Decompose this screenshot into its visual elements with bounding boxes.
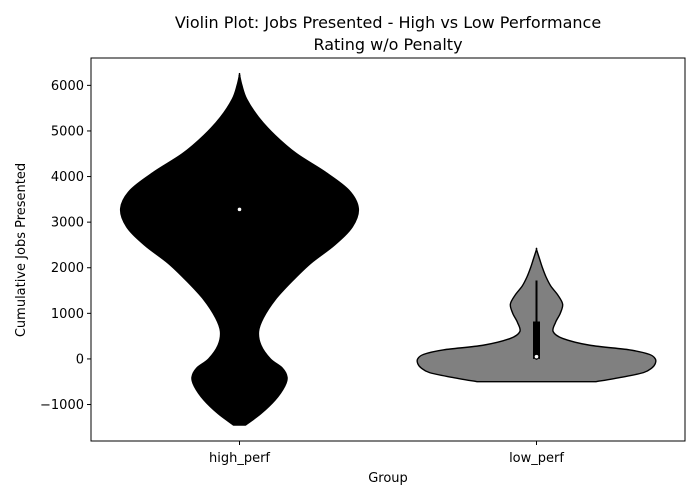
chart-title-line1: Violin Plot: Jobs Presented - High vs Lo… <box>175 13 601 32</box>
y-axis-label: Cumulative Jobs Presented <box>14 163 29 337</box>
y-tick-label: 3000 <box>51 216 84 231</box>
y-tick-label: 6000 <box>51 79 84 94</box>
chart-title-line2: Rating w/o Penalty <box>313 35 462 54</box>
violin-low_perf <box>416 247 657 383</box>
y-tick-label: 5000 <box>51 124 84 139</box>
y-axis: −1000 0 1000 2000 3000 4000 5000 6000 <box>40 79 91 413</box>
plot-area <box>119 72 657 426</box>
median-marker <box>534 354 539 359</box>
y-tick-label: 4000 <box>51 170 84 185</box>
violin-high_perf <box>119 72 360 426</box>
x-axis: high_perf low_perf <box>209 441 564 466</box>
x-axis-label: Group <box>368 471 408 486</box>
y-tick-label: −1000 <box>40 398 84 413</box>
y-tick-label: 0 <box>76 352 84 367</box>
y-tick-label: 1000 <box>51 307 84 322</box>
x-tick-label: low_perf <box>509 451 564 466</box>
y-tick-label: 2000 <box>51 261 84 276</box>
x-tick-label: high_perf <box>209 451 270 466</box>
median-marker <box>237 207 242 212</box>
axes-frame <box>90 57 686 442</box>
